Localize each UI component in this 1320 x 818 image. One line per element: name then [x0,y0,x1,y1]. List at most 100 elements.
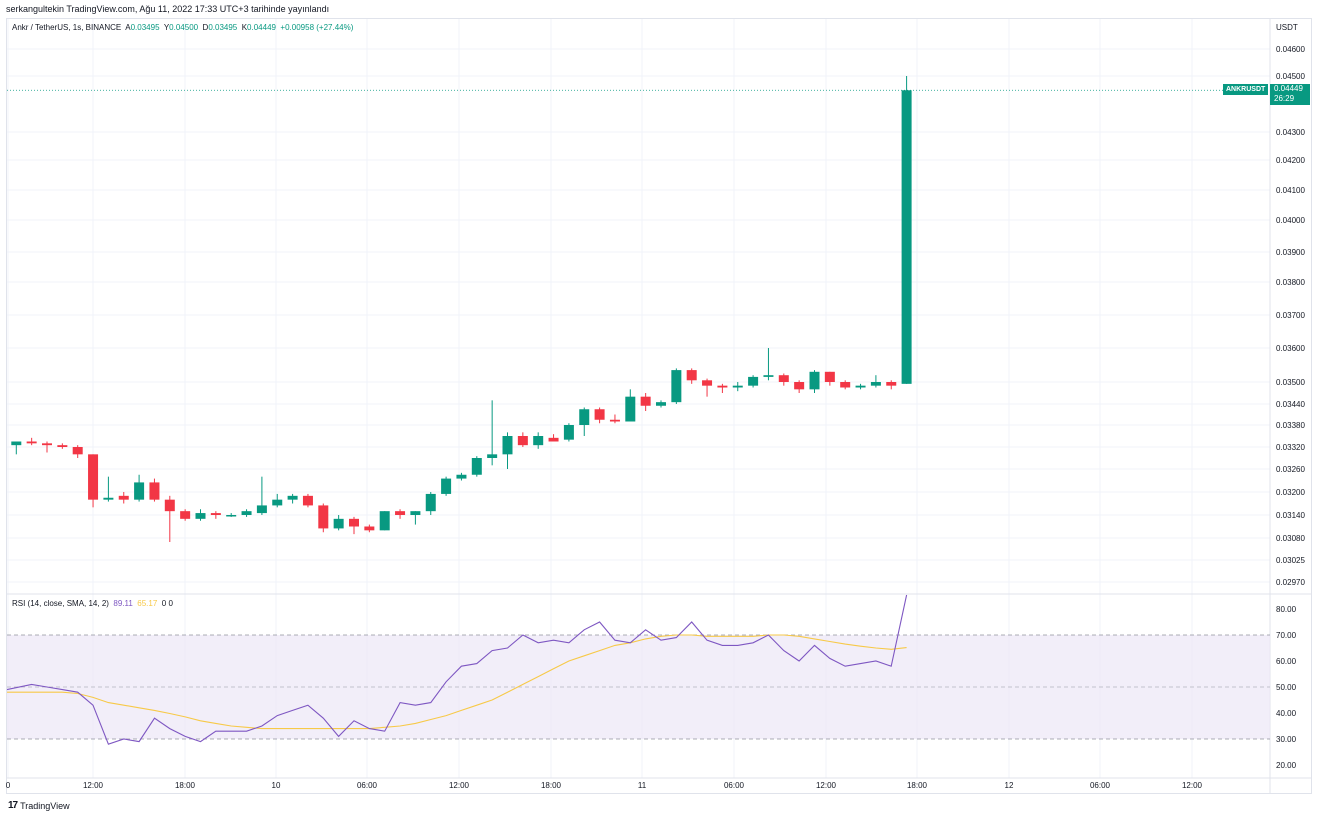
candle-body [379,511,390,531]
candle-body [272,499,283,506]
price-axis-tick-label: 0.03025 [1276,556,1305,565]
candle-body [763,375,774,377]
low-label: D [202,23,209,32]
price-axis-tick-label: 0.04200 [1276,156,1305,165]
price-axis-tick-label: 0.04500 [1276,72,1305,81]
candle-body [548,437,559,442]
candle-body [901,90,912,384]
candle-body [609,419,620,422]
candle-body [886,382,897,386]
time-axis-tick-label: 11 [638,781,647,790]
candle-body [11,441,22,446]
time-axis-tick-label: 12:00 [816,781,837,790]
price-axis-tick-label: 0.03700 [1276,311,1305,320]
last-price-badge: 0.04449 26:29 [1270,84,1310,105]
candle-body [26,441,37,444]
rsi-axis-tick-label: 70.00 [1276,631,1297,640]
rsi-axis-tick-label: 80.00 [1276,605,1297,614]
open-label: A [125,23,131,32]
candle-body [732,385,743,388]
candle-body [88,454,99,500]
price-axis-tick-label: 0.03080 [1276,534,1305,543]
close-label: K [241,23,248,32]
candle-body [318,505,329,529]
candle-body [579,409,590,425]
published-by: serkangultekin TradingView.com, Ağu 11, … [6,4,330,14]
candle-body [456,474,467,479]
candle-body [349,518,359,527]
price-axis-tick-label: 0.04300 [1276,128,1305,137]
close-value: 0.04449 [247,23,276,32]
candle-body [870,382,881,386]
candle-body [533,436,544,446]
price-axis-tick-label: 0.03800 [1276,278,1305,287]
candle-body [487,454,498,458]
candle-body [794,382,805,390]
candle-body [748,376,759,386]
price-axis-tick-label: 0.04600 [1276,45,1305,54]
price-axis-tick-label: 0.03500 [1276,378,1305,387]
price-axis-tick-label: 0.03380 [1276,421,1305,430]
candle-body [502,436,513,455]
time-axis-tick-label: 12:00 [1182,781,1203,790]
candle-body [563,425,574,440]
candle-body [855,385,866,388]
candle-body [149,482,160,500]
rsi-label[interactable]: RSI (14, close, SMA, 14, 2) [12,599,109,608]
candle-body [410,511,421,515]
tradingview-logo-icon: 17 [8,800,18,811]
price-axis-tick-label: 0.03600 [1276,344,1305,353]
price-axis-tick-label: 0.03260 [1276,465,1305,474]
candle-body [625,396,636,422]
candle-body [364,526,375,531]
candle-body [287,495,298,500]
candle-body [256,505,267,514]
candle-body [517,436,528,446]
candle-body [840,382,851,388]
rsi-sma-line [7,634,907,730]
rsi-axis-tick-label: 50.00 [1276,683,1297,692]
candle-body [778,375,789,382]
rsi-sma-value: 65.17 [137,599,158,608]
price-axis-tick-label: 0.03200 [1276,488,1305,497]
candle-body [471,458,482,475]
high-label: Y [163,23,170,32]
change-value: +0.00958 (+27.44%) [280,23,354,32]
candle-body [164,499,175,512]
symbol-name[interactable]: Ankr / TetherUS, 1s, BINANCE [12,23,122,32]
rsi-header: RSI (14, close, SMA, 14, 2) 89.11 65.17 … [12,599,173,608]
candle-body [702,380,713,386]
candle-body [57,445,68,447]
low-value: 0.03495 [208,23,238,32]
candle-body [180,511,191,519]
candle-body [824,371,835,382]
candle-body [717,385,728,388]
candle-body [809,371,820,390]
last-price-symbol-badge: ANKRUSDT [1223,84,1269,95]
chart-frame [6,18,1312,794]
symbol-header: Ankr / TetherUS, 1s, BINANCE A0.03495 Y0… [12,23,353,32]
candle-body [195,513,206,519]
time-axis-tick-label: 12:00 [449,781,470,790]
price-axis-tick-label: 0.03320 [1276,443,1305,452]
price-axis-tick-label: 0.03900 [1276,248,1305,257]
rsi-line [6,594,908,745]
candle-body [72,447,83,455]
price-axis-tick-label: 0.03440 [1276,400,1305,409]
candle-body [42,443,52,446]
candle-body [333,518,344,529]
open-value: 0.03495 [130,23,160,32]
candle-body [210,513,221,515]
rsi-axis-tick-label: 30.00 [1276,735,1297,744]
candle-body [425,493,436,512]
countdown-value: 26:29 [1274,94,1295,103]
candle-body [118,495,129,500]
candle-body [671,370,682,403]
rsi-extra: 0 0 [161,599,173,608]
price-axis-tick-label: 0.04000 [1276,216,1305,225]
last-price-value: 0.04449 [1274,84,1303,93]
footer-branding[interactable]: 17 TradingView [8,800,70,811]
candle-body [103,497,114,500]
candle-body [134,482,145,500]
